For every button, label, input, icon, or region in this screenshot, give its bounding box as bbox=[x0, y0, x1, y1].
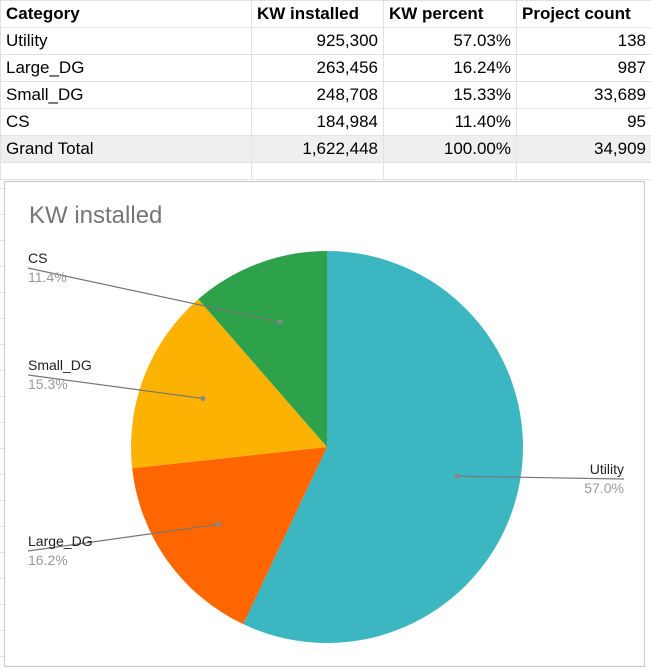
callout-dot bbox=[277, 319, 283, 325]
empty-cell[interactable] bbox=[383, 162, 517, 180]
sheet-grid-background bbox=[0, 162, 651, 670]
cell-kw-percent[interactable]: 16.24% bbox=[383, 54, 517, 82]
table-row: Large_DG 263,456 16.24% 987 bbox=[0, 54, 651, 82]
cell-total-kw-percent[interactable]: 100.00% bbox=[383, 135, 517, 163]
grid-line bbox=[0, 240, 5, 241]
slice-label: Large_DG bbox=[28, 533, 93, 549]
pie-slice-utility[interactable] bbox=[243, 251, 523, 643]
grid-line bbox=[0, 370, 5, 371]
cell-kw-percent[interactable]: 15.33% bbox=[383, 81, 517, 109]
grid-line bbox=[0, 604, 5, 605]
header-project-count[interactable]: Project count bbox=[516, 0, 651, 28]
grid-line bbox=[0, 292, 5, 293]
callout-line bbox=[27, 523, 219, 552]
cell-kw-percent[interactable]: 11.40% bbox=[383, 108, 517, 136]
grid-line bbox=[0, 344, 5, 345]
table-row-empty bbox=[0, 162, 651, 180]
slice-percent-label: 15.3% bbox=[28, 376, 68, 392]
slice-label: Utility bbox=[590, 461, 624, 477]
slice-percent-label: 57.0% bbox=[584, 480, 624, 496]
table-header-row: Category KW installed KW percent Project… bbox=[0, 0, 651, 28]
cell-kw-installed[interactable]: 925,300 bbox=[251, 27, 384, 55]
cell-total-kw-installed[interactable]: 1,622,448 bbox=[251, 135, 384, 163]
empty-cell[interactable] bbox=[516, 162, 651, 180]
cell-kw-percent[interactable]: 57.03% bbox=[383, 27, 517, 55]
header-kw-percent[interactable]: KW percent bbox=[383, 0, 517, 28]
cell-project-count[interactable]: 987 bbox=[516, 54, 651, 82]
cell-kw-installed[interactable]: 263,456 bbox=[251, 54, 384, 82]
callout-dot bbox=[215, 521, 221, 527]
grid-line bbox=[0, 656, 5, 657]
grid-line bbox=[0, 422, 5, 423]
callout-dot bbox=[200, 395, 206, 401]
pie-slice-cs[interactable] bbox=[198, 251, 327, 447]
grid-line bbox=[0, 500, 5, 501]
cell-project-count[interactable]: 138 bbox=[516, 27, 651, 55]
grid-line bbox=[0, 474, 5, 475]
chart-title: KW installed bbox=[29, 202, 163, 229]
slice-label: Small_DG bbox=[28, 357, 92, 373]
empty-cell[interactable] bbox=[0, 162, 252, 180]
slice-label: CS bbox=[28, 250, 47, 266]
cell-total-project-count[interactable]: 34,909 bbox=[516, 135, 651, 163]
callout-line bbox=[457, 475, 625, 480]
cell-category[interactable]: CS bbox=[0, 108, 252, 136]
table-total-row: Grand Total 1,622,448 100.00% 34,909 bbox=[0, 135, 651, 163]
slice-percent-label: 11.4% bbox=[28, 269, 67, 285]
grid-line bbox=[0, 188, 5, 189]
data-table[interactable]: Category KW installed KW percent Project… bbox=[0, 0, 651, 180]
slice-percent-label: 16.2% bbox=[28, 552, 68, 568]
grid-line bbox=[0, 526, 5, 527]
cell-kw-installed[interactable]: 248,708 bbox=[251, 81, 384, 109]
grid-line bbox=[0, 448, 5, 449]
pie-chart-card[interactable]: KW installed Utility 57.0% Large_DG 16.2% Sm… bbox=[4, 181, 645, 667]
grid-line bbox=[0, 396, 5, 397]
empty-cell[interactable] bbox=[251, 162, 384, 180]
header-category[interactable]: Category bbox=[0, 0, 252, 28]
callout-dot bbox=[454, 473, 460, 479]
grid-line bbox=[0, 266, 5, 267]
table-row: Small_DG 248,708 15.33% 33,689 bbox=[0, 81, 651, 109]
pie-slice-large-dg[interactable] bbox=[132, 447, 327, 625]
grid-line bbox=[0, 578, 5, 579]
pie-chart-svg: Utility 57.0% Large_DG 16.2% Small_DG 15.3% CS… bbox=[27, 250, 625, 643]
pie-slice-small-dg[interactable] bbox=[131, 299, 327, 469]
cell-category[interactable]: Small_DG bbox=[0, 81, 252, 109]
cell-project-count[interactable]: 95 bbox=[516, 108, 651, 136]
callout-line bbox=[27, 267, 281, 323]
grid-line bbox=[0, 552, 5, 553]
table-row: CS 184,984 11.40% 95 bbox=[0, 108, 651, 136]
cell-total-label[interactable]: Grand Total bbox=[0, 135, 252, 163]
header-kw-installed[interactable]: KW installed bbox=[251, 0, 384, 28]
grid-line bbox=[0, 318, 5, 319]
callout-line bbox=[27, 374, 203, 400]
cell-kw-installed[interactable]: 184,984 bbox=[251, 108, 384, 136]
cell-category[interactable]: Utility bbox=[0, 27, 252, 55]
grid-line bbox=[0, 214, 5, 215]
grid-line bbox=[0, 630, 5, 631]
cell-category[interactable]: Large_DG bbox=[0, 54, 252, 82]
cell-project-count[interactable]: 33,689 bbox=[516, 81, 651, 109]
table-row: Utility 925,300 57.03% 138 bbox=[0, 27, 651, 55]
